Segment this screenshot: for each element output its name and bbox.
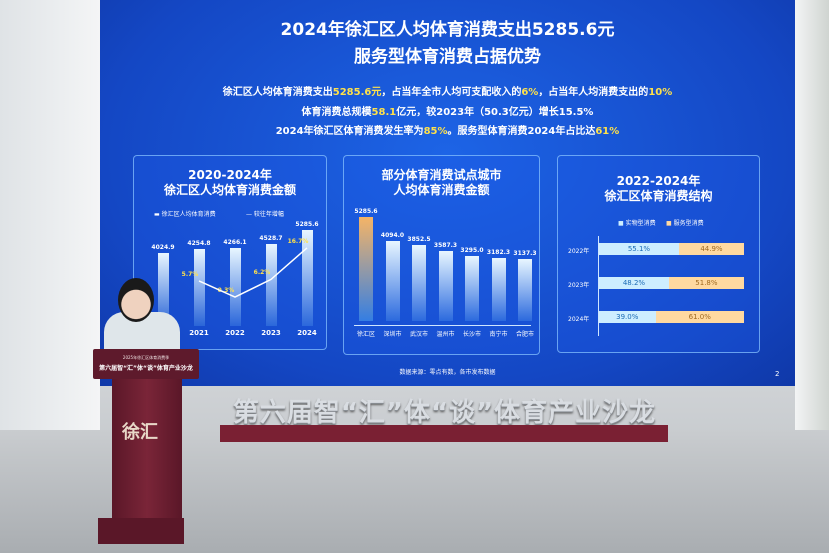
- growth-line-svg: [198, 247, 308, 298]
- y-tick-label: 2023年: [568, 282, 590, 289]
- bar: [412, 245, 426, 321]
- bar: [438, 250, 453, 321]
- bar-segment: 48.2%: [599, 277, 669, 289]
- x-tick-label: 武汉市: [409, 331, 429, 338]
- bar-segment: 61.0%: [655, 311, 744, 323]
- bar: [230, 248, 241, 326]
- bar: [465, 256, 479, 321]
- banner-base: [220, 425, 668, 442]
- x-tick-label: 2021: [189, 329, 209, 337]
- podium-logo: 徐汇: [122, 422, 158, 443]
- podium-base: [98, 518, 184, 544]
- bar: [491, 258, 506, 321]
- bar-value-label: 5285.6: [295, 220, 319, 228]
- data-source: 数据来源：零点有数，各市发布数据: [399, 369, 496, 376]
- bar-value-label: 4094.0: [380, 231, 405, 239]
- y-tick-label: 2022年: [568, 248, 590, 255]
- summary-line-3: 2024年徐汇区体育消费发生率为85%。服务型体育消费2024年占比达61%: [275, 126, 620, 137]
- bar-value-label: 3182.3: [486, 249, 511, 257]
- x-axis: [354, 325, 531, 326]
- bar-value-label: 3295.0: [460, 247, 484, 255]
- x-tick-label: 长沙市: [462, 331, 482, 338]
- bar-value-label: 3587.3: [433, 241, 458, 249]
- growth-line: [198, 247, 308, 298]
- chart-panel-cities: 部分体育消费试点城市 人均体育消费金额 5285.6 徐汇区 4094.0 深圳市 38…: [343, 155, 540, 355]
- podium: 徐汇: [112, 378, 182, 520]
- bar-value-label: 4266.1: [223, 239, 247, 247]
- legend-line: — 较往年增幅: [246, 211, 284, 218]
- x-tick-label: 徐汇区: [356, 331, 376, 338]
- bar: [158, 252, 169, 326]
- podium-sign: 2025年徐汇区体育消费季 第六届智“汇”体“谈”体育产业沙龙: [93, 349, 199, 379]
- x-tick-label: 合肥市: [515, 331, 535, 338]
- speaker-head: [118, 278, 154, 322]
- chart-panel-yearly: 2020-2024年 徐汇区人均体育消费金额 ▬ 徐汇区人均体育消费 — 较往年…: [133, 155, 327, 350]
- room-wall-right: [795, 0, 829, 430]
- event-banner: 第六届智“汇”体“谈”体育产业沙龙: [232, 398, 657, 428]
- growth-label: 6.2%: [253, 269, 271, 277]
- legend-physical: ■ 实物型消费: [618, 220, 656, 227]
- chart-panel-structure: 2022-2024年 徐汇区体育消费结构 ■ 实物型消费 ■ 服务型消费 202…: [557, 155, 760, 353]
- y-tick-label: 2024年: [568, 316, 590, 323]
- bar: [518, 259, 532, 321]
- y-axis: [598, 236, 599, 336]
- bar-segment: 51.8%: [668, 277, 744, 289]
- podium-text-1: 2025年徐汇区体育消费季: [122, 355, 170, 360]
- legend-bars: ▬ 徐汇区人均体育消费: [154, 211, 216, 218]
- chart-title-line: 人均体育消费金额: [393, 183, 490, 197]
- chart-title-line: 2022-2024年: [616, 174, 701, 188]
- bar-value-label: 4254.8: [187, 239, 211, 247]
- x-tick-label: 深圳市: [383, 331, 402, 338]
- growth-label: 5.7%: [181, 270, 199, 278]
- growth-label: 16.7%: [287, 237, 309, 245]
- x-tick-label: 温州市: [436, 331, 455, 338]
- summary-line-1: 徐汇区人均体育消费支出5285.6元，占当年全市人均可支配收入的6%，占当年人均…: [222, 87, 673, 98]
- slide-subtitle: 服务型体育消费占据优势: [354, 47, 541, 67]
- bar: [302, 229, 313, 326]
- x-tick-label: 2024: [297, 329, 317, 337]
- presentation-screen: 2024年徐汇区人均体育消费支出5285.6元 服务型体育消费占据优势 徐汇区人…: [100, 0, 795, 386]
- x-tick-label: 2022: [225, 329, 245, 337]
- chart-title-line: 2020-2024年: [188, 168, 272, 182]
- bar-value-label: 4024.9: [151, 243, 175, 251]
- legend-service: ■ 服务型消费: [666, 220, 704, 227]
- x-tick-label: 2023: [261, 329, 281, 337]
- chart-title-line: 部分体育消费试点城市: [381, 168, 502, 182]
- chart-title-line: 徐汇区体育消费结构: [604, 189, 713, 203]
- bar: [359, 217, 373, 321]
- summary-line-2: 体育消费总规模58.1亿元，较2023年（50.3亿元）增长15.5%: [301, 107, 594, 118]
- bar: [194, 248, 205, 326]
- bar-value-label: 3852.5: [407, 236, 431, 244]
- podium-text-2: 第六届智“汇”体“谈”体育产业沙龙: [99, 365, 193, 372]
- bar-value-label: 3137.3: [513, 250, 537, 258]
- page-number: 2: [775, 370, 780, 378]
- chart-title-line: 徐汇区人均体育消费金额: [163, 183, 296, 197]
- bar-value-label: 5285.6: [354, 208, 378, 216]
- bar: [266, 243, 277, 326]
- room-wall-left: [0, 0, 100, 430]
- bar-value-label: 4528.7: [259, 234, 283, 242]
- x-tick-label: 南宁市: [489, 331, 508, 338]
- growth-label: 0.3%: [217, 287, 235, 295]
- bar-segment: 55.1%: [599, 243, 679, 255]
- bar: [385, 240, 400, 321]
- bar-segment: 39.0%: [599, 311, 656, 323]
- slide-title: 2024年徐汇区人均体育消费支出5285.6元: [280, 20, 615, 40]
- bar-segment: 44.9%: [678, 243, 744, 255]
